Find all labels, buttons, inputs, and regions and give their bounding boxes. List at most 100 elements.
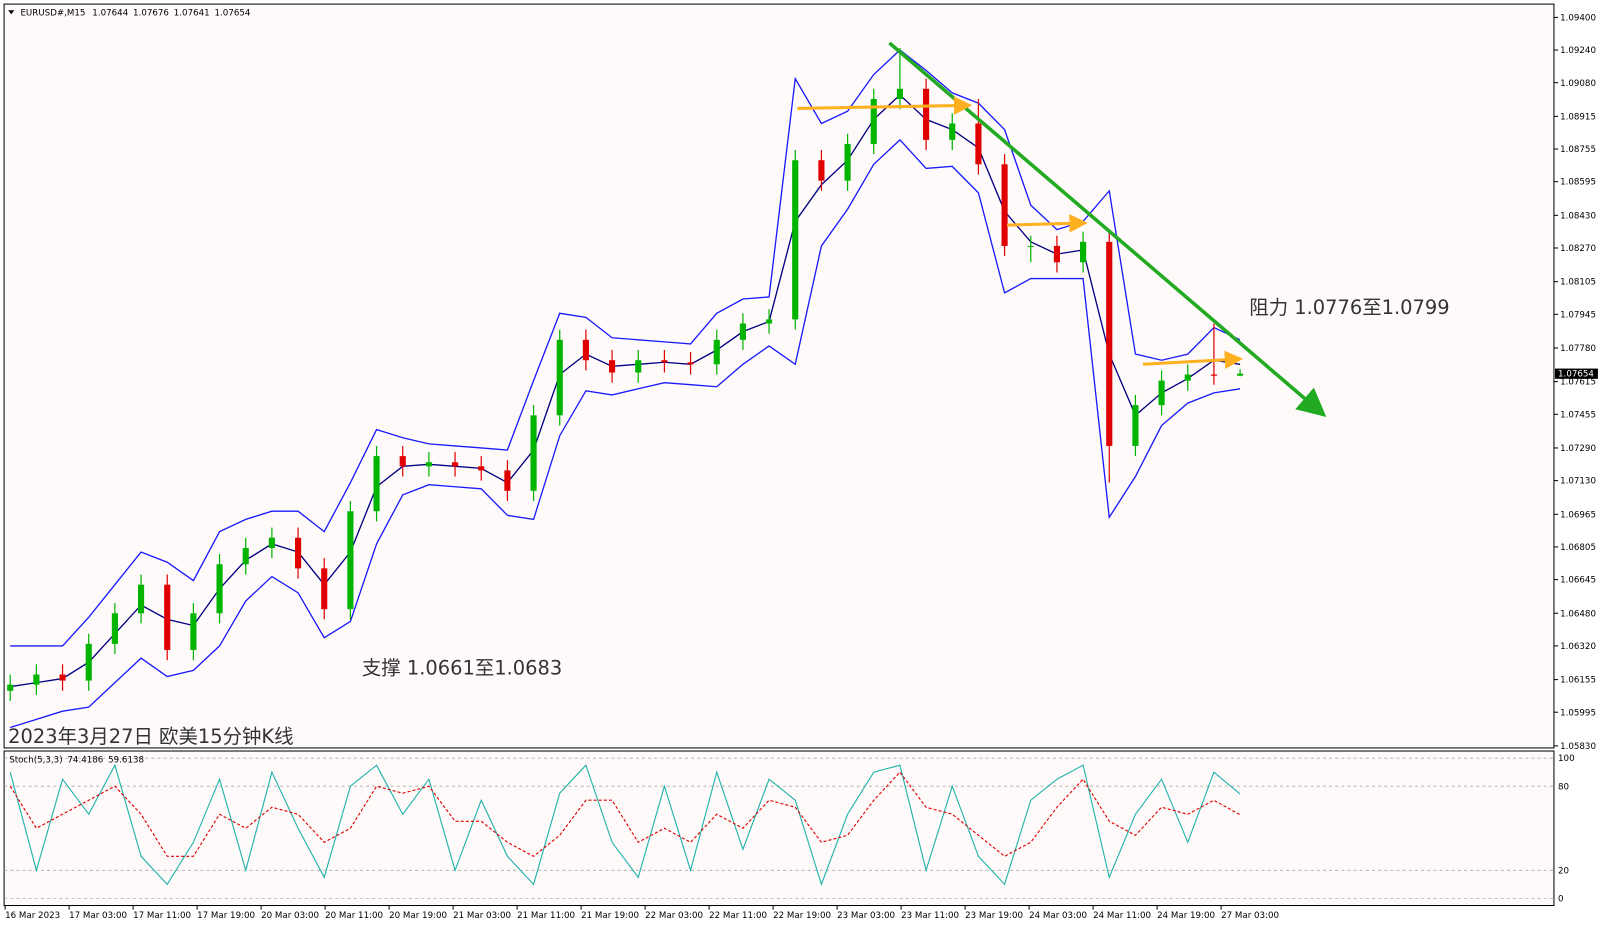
y-tick-label: 1.07455 (1560, 410, 1596, 420)
candle-body (1184, 374, 1191, 381)
y-tick-label: 1.06645 (1560, 576, 1596, 586)
candle-body (1053, 245, 1060, 263)
last-low: 1.07641 (174, 8, 210, 18)
symbol: EURUSD#,M15 (20, 8, 85, 18)
x-tick-label: 24 Mar 03:00 (1029, 911, 1087, 921)
candle-body (425, 462, 432, 467)
candle-body (1106, 241, 1113, 446)
candle-body (582, 339, 589, 361)
y-tick-label: 1.06320 (1560, 642, 1596, 652)
x-tick-label: 24 Mar 19:00 (1157, 911, 1215, 921)
annotation: 阻力 1.0776至1.0799 (1249, 296, 1449, 319)
candle-body (347, 511, 354, 610)
y-tick-label: 1.07290 (1560, 444, 1596, 454)
candle-body (949, 123, 956, 140)
candle-body (7, 684, 14, 691)
y-tick-label: 1.09240 (1560, 46, 1596, 56)
candle-body (268, 537, 275, 548)
band-middle (10, 94, 1241, 688)
candle-body (975, 123, 982, 165)
candle-body (687, 362, 694, 365)
candle-body (59, 674, 66, 681)
candle-body (33, 674, 40, 685)
y-tick-label: 1.06965 (1560, 510, 1596, 520)
candle-body (137, 584, 145, 614)
x-tick-label: 27 Mar 03:00 (1221, 911, 1279, 921)
candle-body (766, 319, 773, 324)
x-tick-label: 21 Mar 11:00 (517, 911, 575, 921)
candle-body (713, 339, 720, 365)
level-arrow (1142, 350, 1244, 369)
candle-body (373, 456, 380, 512)
x-tick-label: 20 Mar 19:00 (389, 911, 447, 921)
marks: 1.09400 1.09240 1.09080 1.08915 1.08755 1.085… (4, 13, 1598, 921)
y-tick-label: 1.07780 (1560, 344, 1596, 354)
candle-body (739, 323, 746, 340)
price-tag-label: 1.07654 (1558, 370, 1594, 380)
last-close: 1.07654 (215, 8, 251, 18)
x-tick-label: 24 Mar 11:00 (1093, 911, 1151, 921)
stoch-panel (3, 750, 1555, 907)
y-tick-label: 1.09080 (1560, 79, 1596, 89)
y-tick-label: 1.08915 (1560, 112, 1596, 122)
stoch-tick-label: 80 (1558, 782, 1569, 792)
y-tick-label: 1.05830 (1560, 742, 1596, 752)
stoch-tick-label: 20 (1558, 866, 1569, 876)
band-upper (10, 49, 1241, 647)
price-tag (1554, 368, 1598, 379)
y-tick-label: 1.08270 (1560, 244, 1596, 254)
candle-body (294, 537, 302, 569)
stoch-tick-label: 100 (1558, 754, 1575, 764)
candle-body (190, 613, 197, 650)
level-arrow (1006, 214, 1088, 233)
x-tick-label: 16 Mar 2023 (5, 911, 60, 921)
candle-body (452, 462, 459, 467)
candle-body (1027, 245, 1034, 247)
stoch-d-last: 59.6138 (108, 755, 144, 765)
annotation: 2023年3月27日 欧美15分钟K线 (8, 725, 293, 748)
x-tick-label: 17 Mar 03:00 (69, 911, 127, 921)
candle-body (1001, 164, 1008, 246)
candle-body (321, 568, 328, 610)
candle-body (818, 160, 825, 181)
candle-body (242, 547, 249, 565)
candle-body (792, 160, 799, 320)
y-tick-label: 1.07615 (1560, 378, 1596, 388)
candle-body (216, 564, 223, 614)
x-tick-label: 20 Mar 11:00 (325, 911, 383, 921)
x-tick-label: 21 Mar 03:00 (453, 911, 511, 921)
x-tick-label: 22 Mar 03:00 (645, 911, 703, 921)
candle-body (164, 584, 171, 650)
main-panel (3, 3, 1555, 749)
stoch-k (9, 763, 1241, 887)
y-tick-label: 1.06480 (1560, 609, 1596, 619)
symbol-header: EURUSD#,M15 1.07644 1.07676 1.07641 1.07… (20, 8, 250, 18)
candle-body (635, 360, 642, 373)
annotation: 支撑 1.0661至1.0683 (362, 656, 562, 679)
y-tick-label: 1.06155 (1560, 676, 1596, 686)
x-tick-label: 21 Mar 19:00 (581, 911, 639, 921)
y-tick-label: 1.08105 (1560, 278, 1596, 288)
y-tick-label: 1.07130 (1560, 477, 1596, 487)
x-tick-label: 20 Mar 03:00 (261, 911, 319, 921)
candle-body (1237, 373, 1244, 376)
band-lower (10, 138, 1241, 729)
candle-body (609, 360, 616, 373)
candle-body (1132, 405, 1139, 446)
x-tick-label: 17 Mar 19:00 (197, 911, 255, 921)
candle-body (844, 143, 851, 181)
candle-body (661, 360, 668, 363)
y-tick-label: 1.05995 (1560, 708, 1596, 718)
stoch-k-last: 74.4186 (67, 755, 103, 765)
candle-body (111, 613, 118, 644)
candle-body (1210, 374, 1217, 376)
stoch-header: Stoch(5,3,3) 74.4186 59.6138 (9, 755, 144, 765)
header-triangle (8, 10, 15, 15)
x-tick-label: 22 Mar 19:00 (773, 911, 831, 921)
candle-body (85, 643, 92, 681)
candle-body (530, 415, 537, 491)
candle-body (1158, 380, 1165, 406)
y-tick-label: 1.07945 (1560, 310, 1596, 320)
